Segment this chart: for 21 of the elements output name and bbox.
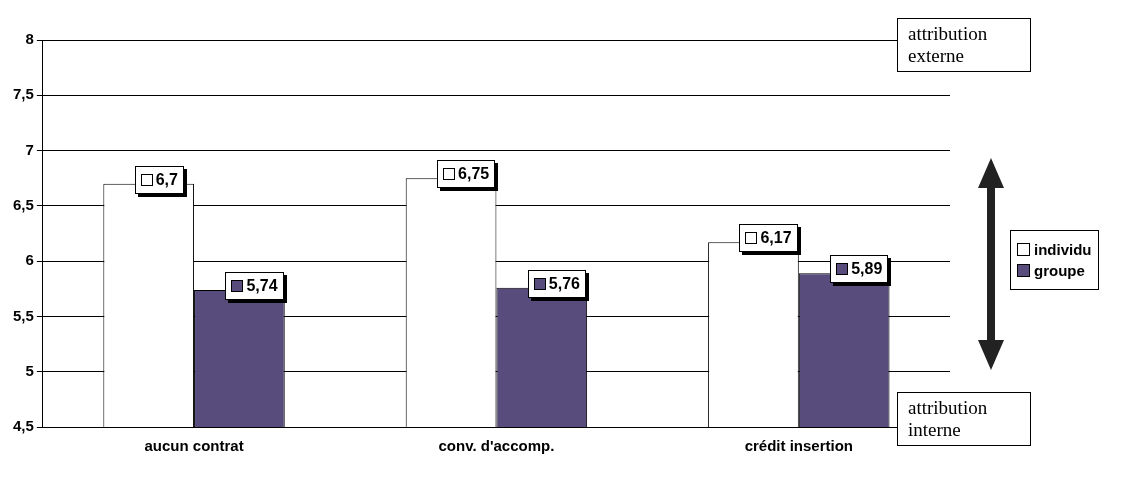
y-tick-label: 5,5 bbox=[12, 306, 34, 324]
annotation: attribution interne bbox=[897, 392, 1031, 446]
x-tick-label: aucun contrat bbox=[144, 437, 244, 455]
y-tick-label: 7 bbox=[25, 140, 34, 158]
data-label: 6,7 bbox=[155, 170, 178, 189]
annotation: attribution externe bbox=[897, 18, 1031, 72]
data-label: 5,76 bbox=[548, 274, 580, 293]
data-label: 5,74 bbox=[246, 276, 278, 295]
y-tick-label: 6,5 bbox=[12, 196, 34, 213]
legend-label: groupe bbox=[1034, 262, 1085, 279]
data-label: 6,17 bbox=[760, 229, 792, 248]
x-tick-label: crédit insertion bbox=[744, 437, 853, 455]
data-label: 6,75 bbox=[458, 165, 490, 184]
y-tick-label: 5 bbox=[25, 361, 34, 379]
data-label: 5,89 bbox=[851, 260, 883, 279]
text: individu bbox=[1034, 241, 1092, 258]
y-tick-label: 7,5 bbox=[12, 85, 34, 103]
y-tick-label: 4,5 bbox=[12, 417, 34, 435]
x-tick-label: conv. d'accomp. bbox=[438, 437, 555, 455]
y-tick-label: 6 bbox=[25, 251, 34, 269]
y-tick-label: 8 bbox=[25, 30, 34, 48]
